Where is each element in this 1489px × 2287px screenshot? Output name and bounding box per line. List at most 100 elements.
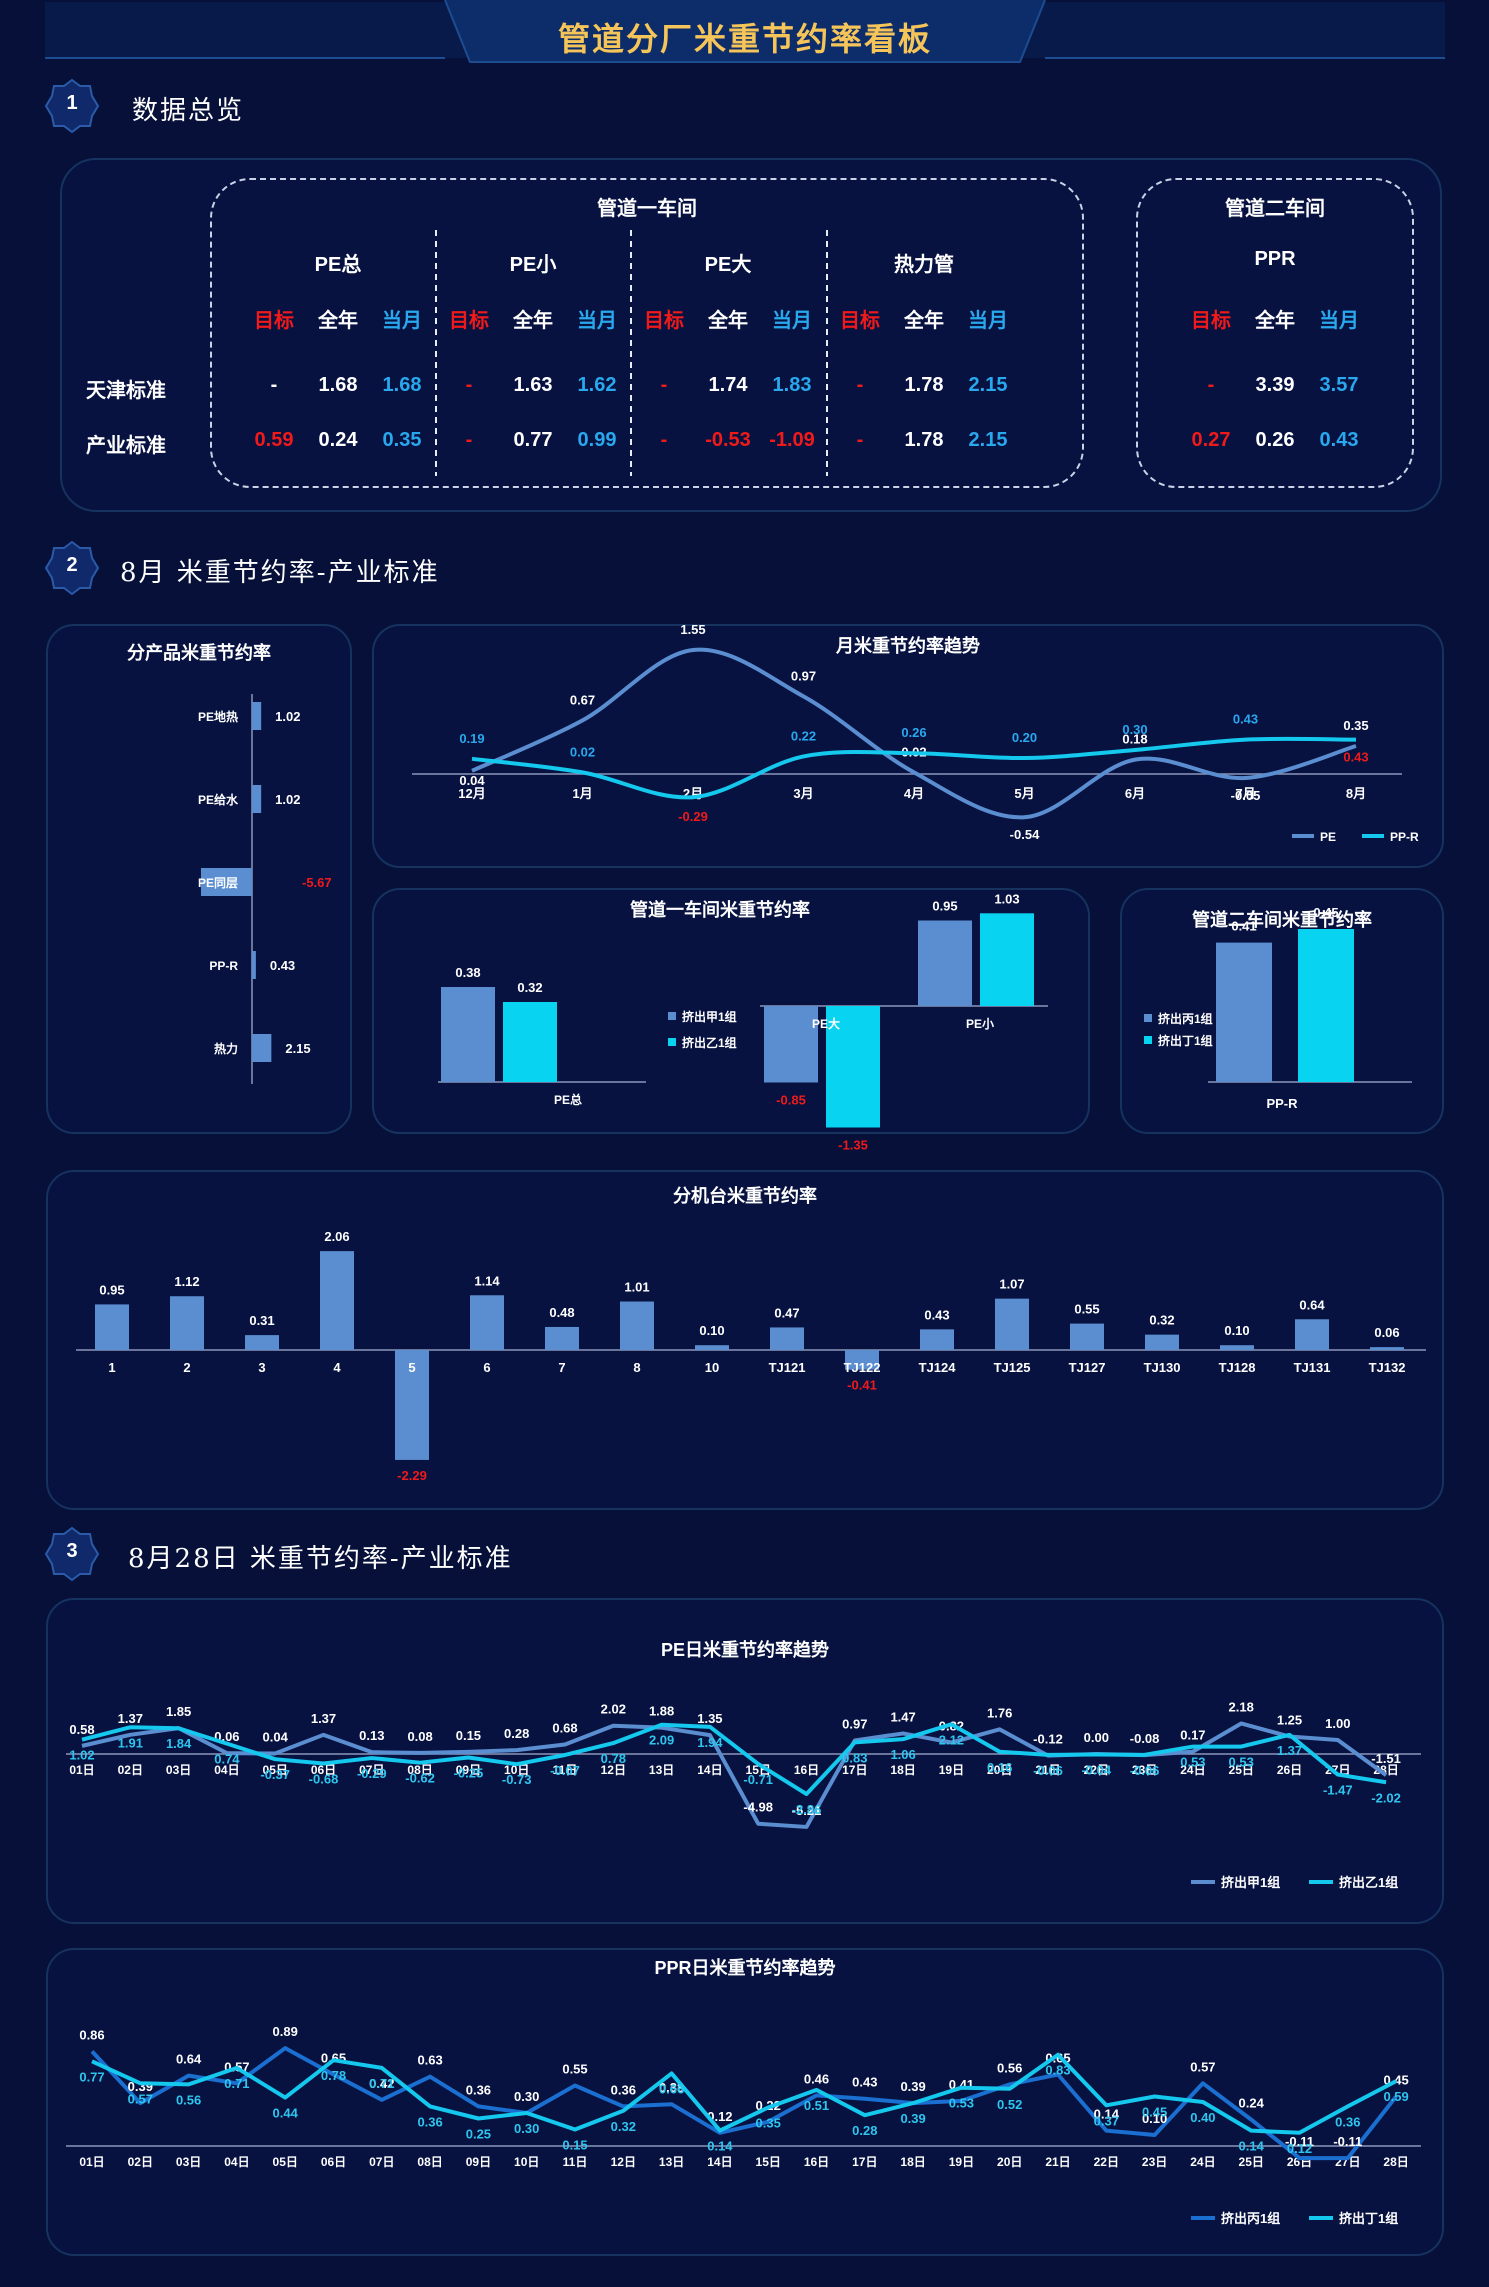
bar	[995, 1298, 1029, 1350]
section-1-title: 数据总览	[132, 96, 245, 126]
value-label: 0.48	[549, 1305, 574, 1320]
data-label: -0.29	[357, 1766, 387, 1781]
tick-label: 05日	[263, 1763, 288, 1777]
data-label: 1.55	[680, 622, 705, 637]
tick-label: 22日	[1084, 1763, 1109, 1777]
tick-label: 11日	[563, 2155, 588, 2169]
value-label: 1.03	[994, 891, 1019, 906]
workshop2-box	[1136, 178, 1414, 488]
data-label: 1.88	[649, 1704, 674, 1719]
data-label: -5.21	[792, 1803, 822, 1818]
value-label: 1.14	[474, 1273, 500, 1288]
data-label: 0.67	[570, 692, 595, 707]
bar	[170, 1296, 204, 1350]
data-label: -4.98	[743, 1800, 773, 1815]
bar	[441, 987, 495, 1082]
data-label: 0.46	[804, 2071, 829, 2086]
tick-label: 17日	[852, 2155, 877, 2169]
tick-label: 24日	[1190, 2155, 1215, 2169]
data-label: 1.06	[890, 1747, 915, 1762]
value-label: 1.01	[624, 1280, 649, 1295]
data-label: 2.02	[601, 1702, 626, 1717]
data-label: 0.08	[407, 1729, 432, 1744]
data-label: -0.68	[309, 1772, 339, 1787]
bar	[320, 1251, 354, 1350]
bar	[95, 1304, 129, 1350]
category-label: TJ130	[1144, 1360, 1181, 1375]
tick-label: 17日	[842, 1763, 867, 1777]
data-label: 0.30	[514, 2089, 539, 2104]
tick-label: 11日	[553, 1763, 578, 1777]
column-header: 目标	[840, 310, 880, 332]
overview-cell: 1.74	[708, 374, 748, 396]
data-label: -0.12	[1033, 1732, 1063, 1747]
header-frame	[45, 0, 1445, 63]
column-header: 目标	[1191, 310, 1231, 332]
category-label: TJ121	[769, 1360, 806, 1375]
value-label: -0.85	[776, 1093, 806, 1108]
column-header: 当月	[968, 310, 1008, 332]
bar	[826, 1006, 880, 1128]
value-label: 2.06	[324, 1229, 349, 1244]
tick-label: 16日	[794, 1763, 819, 1777]
data-label: -2.86	[792, 1802, 822, 1817]
section-2-badge	[44, 540, 100, 596]
overview-panel	[60, 158, 1442, 512]
column-header: 目标	[254, 310, 294, 332]
legend-label: PP-R	[1390, 830, 1419, 844]
overview-cell: 0.26	[1255, 429, 1295, 451]
data-label: -0.04	[1081, 1763, 1111, 1778]
bar	[252, 1034, 272, 1062]
category-label: 7	[558, 1360, 565, 1375]
overview-cell: 1.78	[904, 374, 944, 396]
tick-label: 02日	[128, 2155, 153, 2169]
data-label: 0.22	[791, 728, 816, 743]
value-label: 0.43	[924, 1307, 949, 1322]
data-label: 0.63	[417, 2053, 442, 2068]
tick-label: 25日	[1239, 2155, 1264, 2169]
bar	[845, 1350, 879, 1370]
section-3-title: 8月28日 米重节约率-产业标准	[128, 1544, 513, 1574]
data-label: 0.19	[459, 731, 484, 746]
column-header: 全年	[904, 310, 944, 332]
chart-title: 分产品米重节约率	[127, 642, 271, 663]
overview-cell: -	[465, 429, 473, 451]
ppr-daily-panel	[46, 1948, 1444, 2256]
data-label: 0.52	[997, 2097, 1022, 2112]
bar	[1070, 1323, 1104, 1350]
value-label: 0.32	[1149, 1313, 1174, 1328]
data-label: 0.43	[1343, 750, 1368, 765]
overview-cell: 2.15	[968, 429, 1008, 451]
tick-label: 12日	[611, 2155, 636, 2169]
category-label: TJ132	[1369, 1360, 1406, 1375]
column-header: 当月	[1319, 310, 1359, 332]
data-label: 1.76	[987, 1705, 1012, 1720]
column-header: 全年	[708, 310, 748, 332]
overview-cell: 1.78	[904, 429, 944, 451]
overview-cell: 1.63	[513, 374, 553, 396]
data-label: 0.00	[1084, 1730, 1109, 1745]
category-label: PP-R	[1266, 1096, 1298, 1111]
data-label: 0.83	[1045, 2063, 1070, 2078]
bar	[252, 702, 262, 730]
data-label: 0.32	[611, 2119, 636, 2134]
value-label: 0.95	[99, 1282, 124, 1297]
data-label: 1.35	[697, 1711, 722, 1726]
data-label: 0.78	[601, 1751, 626, 1766]
overview-cell: -	[660, 429, 668, 451]
page-title: 管道分厂米重节约率看板	[557, 21, 932, 57]
tick-label: 03日	[166, 1763, 191, 1777]
data-label: 0.30	[514, 2121, 539, 2136]
value-label: 1.07	[999, 1277, 1024, 1292]
data-label: 0.13	[359, 1728, 384, 1743]
category-label: PP-R	[209, 959, 238, 973]
tick-label: 4月	[904, 786, 924, 801]
data-label: 0.17	[1180, 1728, 1205, 1743]
tick-label: 13日	[649, 1763, 674, 1777]
tick-label: 25日	[1229, 1763, 1254, 1777]
ppr-daily-chart: PPR日米重节约率趋势 01日 02日 03日 04日 05日 06日 07日 08日 09日 10…	[66, 1957, 1421, 2226]
tick-label: 28日	[1383, 2155, 1408, 2169]
bar	[1216, 942, 1272, 1082]
data-label: -1.51	[1371, 1751, 1401, 1766]
